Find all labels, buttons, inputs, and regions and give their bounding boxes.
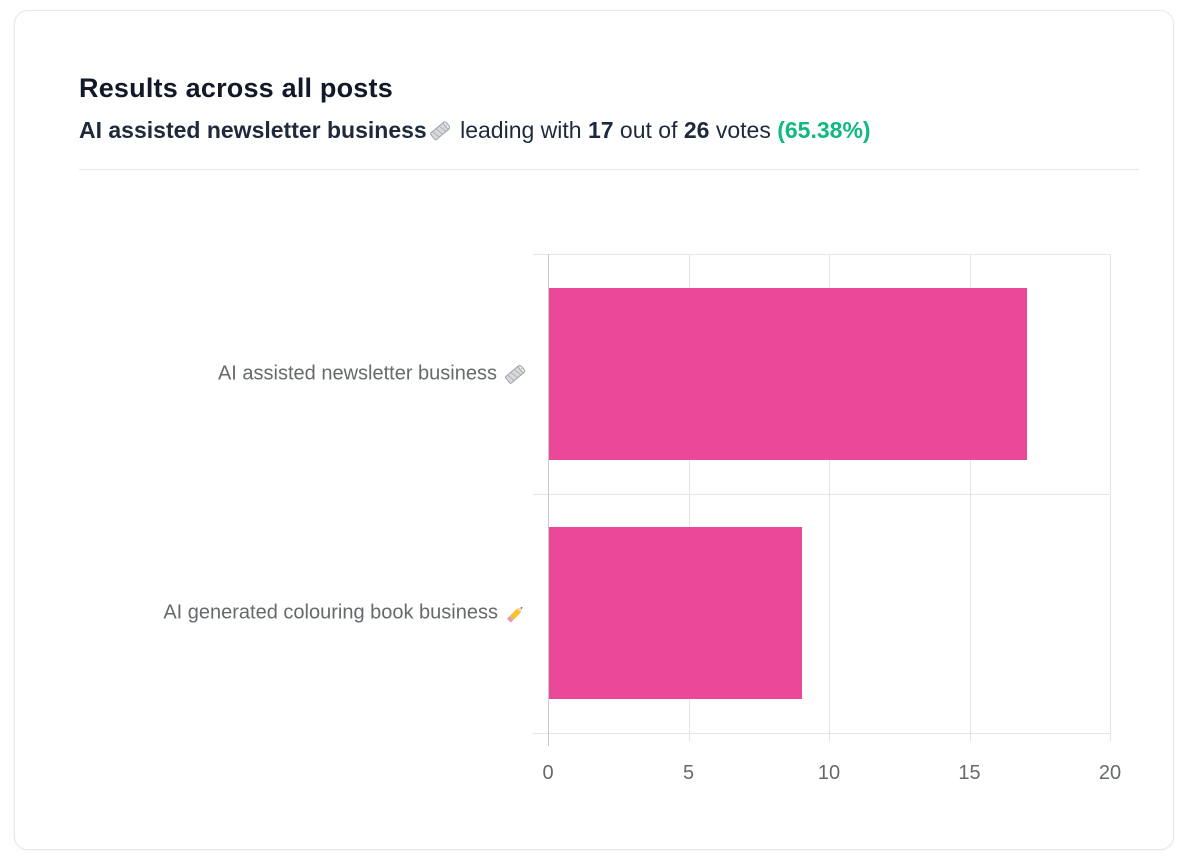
results-card: Results across all posts AI assisted new… bbox=[14, 10, 1174, 850]
poll-subtitle: AI assisted newsletter business leading … bbox=[79, 117, 871, 144]
subtitle-segment: votes bbox=[709, 117, 778, 143]
gridline-x-10 bbox=[829, 254, 830, 741]
subtitle-segment: leading with bbox=[453, 117, 588, 143]
plot-area: 0 5 10 15 20 AI assisted newsletter business A… bbox=[163, 254, 1121, 784]
poll-bar-chart: 0 5 10 15 20 AI assisted newsletter business A… bbox=[163, 254, 1121, 784]
newspaper-icon bbox=[429, 119, 452, 142]
newspaper-icon bbox=[504, 362, 527, 385]
bar-ai-assisted-newsletter-business[interactable] bbox=[549, 287, 1027, 460]
x-tick-label-20: 20 bbox=[1098, 762, 1122, 784]
header-divider bbox=[79, 169, 1139, 170]
category-label-text: AI assisted newsletter business bbox=[217, 362, 497, 385]
x-tick-label-15: 15 bbox=[958, 762, 981, 784]
gridline-y-1 bbox=[533, 493, 1110, 495]
y-axis-line bbox=[548, 254, 549, 746]
bar-ai-generated-colouring-book-business[interactable] bbox=[549, 527, 802, 700]
pencil-icon bbox=[505, 602, 527, 624]
x-tick-label-0: 0 bbox=[542, 762, 554, 784]
category-label-1: AI generated colouring book business bbox=[163, 602, 527, 625]
gridline-y-0 bbox=[533, 254, 1110, 255]
subtitle-segment: 17 bbox=[587, 117, 614, 143]
gridline-x-15 bbox=[969, 254, 971, 741]
category-label-text: AI generated colouring book business bbox=[163, 601, 498, 624]
gridline-x-5 bbox=[688, 254, 690, 741]
subtitle-segment: AI assisted newsletter business bbox=[79, 117, 427, 143]
subtitle-segment: 26 bbox=[683, 117, 710, 143]
subtitle-segment: (65.38%) bbox=[777, 117, 871, 143]
x-tick-label-5: 5 bbox=[682, 762, 695, 784]
category-label-0: AI assisted newsletter business bbox=[218, 362, 527, 385]
x-tick-label-10: 10 bbox=[817, 762, 841, 784]
page-title: Results across all posts bbox=[79, 73, 393, 103]
subtitle-segment: out of bbox=[613, 117, 684, 143]
gridline-y-2 bbox=[533, 733, 1110, 734]
gridline-x-20 bbox=[1110, 254, 1111, 741]
